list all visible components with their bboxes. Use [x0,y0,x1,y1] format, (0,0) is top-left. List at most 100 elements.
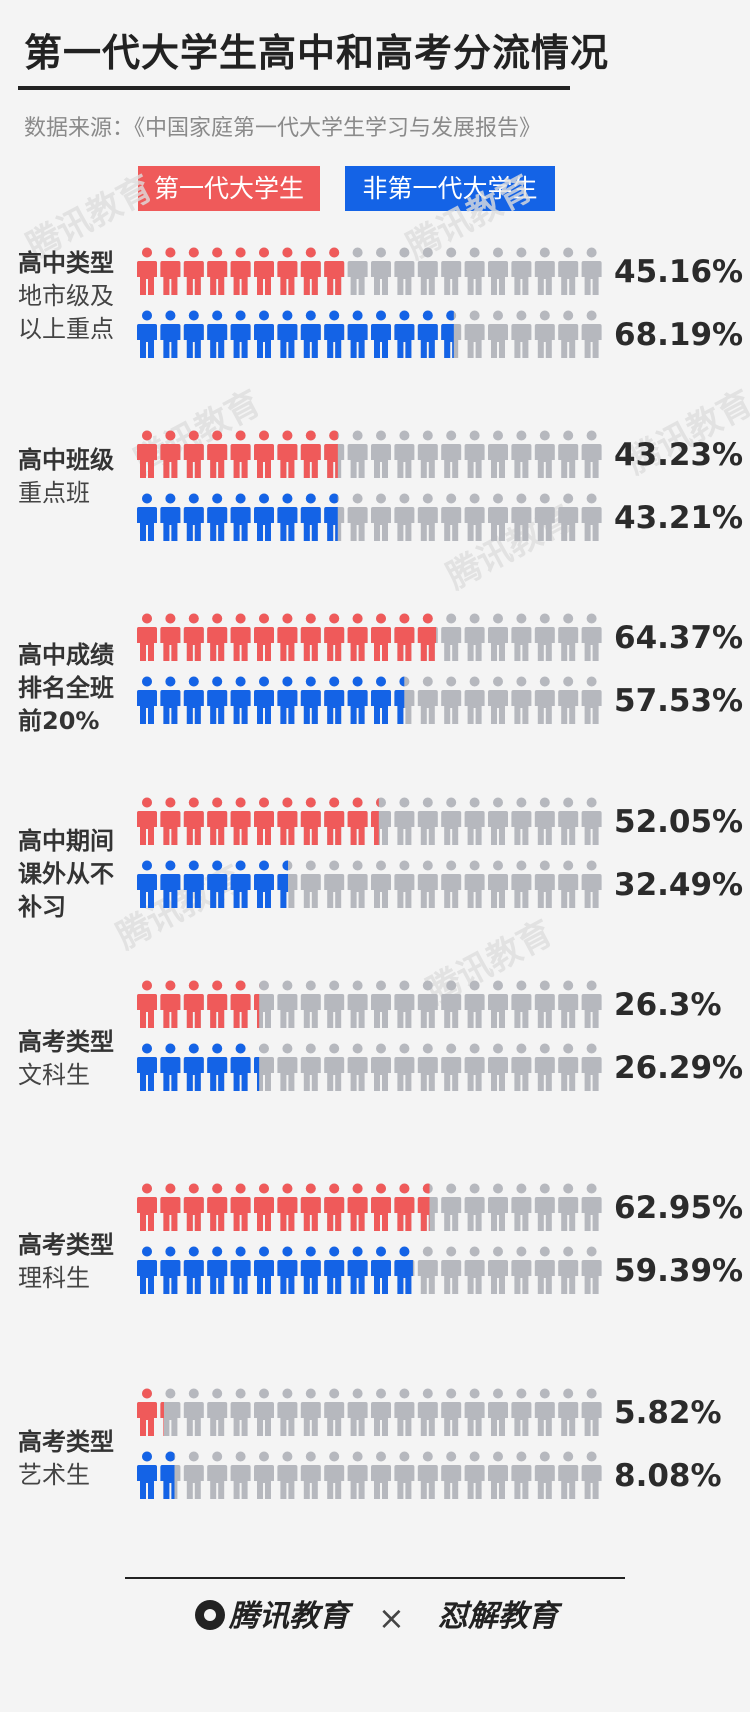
person-icon-filled [137,1451,157,1499]
category-label: 高中成绩 排名全班 前20% [18,639,136,738]
person-icon-filled [300,1246,321,1294]
person-icon [464,1246,485,1294]
category-sub-label: 文科生 [18,1061,90,1089]
person-icon-filled [137,860,157,908]
person-icon [534,980,555,1028]
person-icon-filled [394,613,415,661]
icon-remainder-group [137,493,602,541]
person-icon [488,1246,508,1294]
person-icon [441,1043,462,1091]
person-icon-filled [277,430,298,478]
footer-logos: 腾讯教育 × 怼解教育 [0,1594,750,1642]
value-label: 5.82% [614,1395,722,1431]
person-icon [324,1451,345,1499]
icon-row-non-first-gen [137,860,602,908]
person-icon [371,1388,391,1436]
person-icon [511,247,532,295]
person-icon-filled [230,980,251,1028]
person-icon [511,1246,532,1294]
person-icon [511,1043,532,1091]
icon-value-group [137,493,338,541]
person-icon-filled [324,430,338,478]
person-icon [417,860,438,908]
category-label: 高中班级 重点班 [18,444,136,510]
person-icon-filled [207,1246,228,1294]
person-icon-filled [371,797,379,845]
duijie-education-logo: 怼解教育 [438,1599,558,1634]
category-label: 高考类型 艺术生 [18,1426,136,1492]
person-icon [230,1388,251,1436]
icon-value-group [137,1246,413,1294]
person-icon-filled [183,493,204,541]
icon-remainder-group [137,430,602,478]
person-icon [511,797,532,845]
person-icon-filled [207,493,228,541]
person-icon-filled [207,613,228,661]
person-icon [441,1183,462,1231]
person-icon-filled [371,1183,391,1231]
person-icon [511,493,532,541]
person-icon [464,1451,485,1499]
person-icon [511,1183,532,1231]
person-icon [581,1451,602,1499]
person-icon [300,980,321,1028]
icon-row-first-gen [137,430,602,478]
person-icon-filled [230,860,251,908]
person-icon [534,493,555,541]
person-icon [347,860,368,908]
person-icon [464,493,485,541]
person-icon [581,676,602,724]
person-icon-filled [324,797,345,845]
icon-remainder-group [137,676,602,724]
person-icon [371,247,391,295]
person-icon [558,430,579,478]
person-icon [324,980,345,1028]
person-icon [558,1388,579,1436]
person-icon-filled [230,797,251,845]
person-icon [394,247,415,295]
person-icon-filled [254,1246,274,1294]
person-icon [581,247,602,295]
person-icon [417,676,438,724]
value-label: 52.05% [614,804,744,840]
person-icon-filled [207,1183,228,1231]
person-icon [534,676,555,724]
person-icon [464,860,485,908]
icon-value-group [137,676,405,724]
person-icon-filled [277,860,288,908]
icon-value-group [137,430,338,478]
category-main-label: 高中成绩 排名全班 前20% [18,641,114,735]
person-icon-filled [160,1402,165,1436]
person-icon-filled [300,247,321,295]
person-icon [347,1451,368,1499]
person-icon-filled [277,247,298,295]
person-icon [488,1183,508,1231]
person-icon [441,247,462,295]
category-label: 高中期间 课外从不 补习 [18,825,136,924]
icon-remainder-group [137,310,602,358]
person-icon [488,493,508,541]
person-icon-filled [417,310,438,358]
icon-remainder-group [137,1246,602,1294]
icon-row-first-gen [137,247,602,295]
person-icon-filled [137,1388,157,1436]
icon-remainder-group [137,1451,602,1499]
category-label: 高考类型 文科生 [18,1026,136,1092]
person-icon-filled [254,797,274,845]
icon-row-non-first-gen [137,676,602,724]
person-icon-filled [160,1043,181,1091]
person-icon [488,613,508,661]
person-icon [581,980,602,1028]
person-icon [441,1451,462,1499]
person-icon-filled [137,1043,157,1091]
icon-remainder-group [137,1183,602,1231]
person-icon-filled [324,613,345,661]
person-icon-filled [230,310,251,358]
person-icon [394,493,415,541]
category-main-label: 高考类型 [18,1231,114,1259]
person-icon-filled [183,797,204,845]
person-icon-filled [277,797,298,845]
person-icon [534,1043,555,1091]
category-main-label: 高考类型 [18,1428,114,1456]
person-icon [581,613,602,661]
